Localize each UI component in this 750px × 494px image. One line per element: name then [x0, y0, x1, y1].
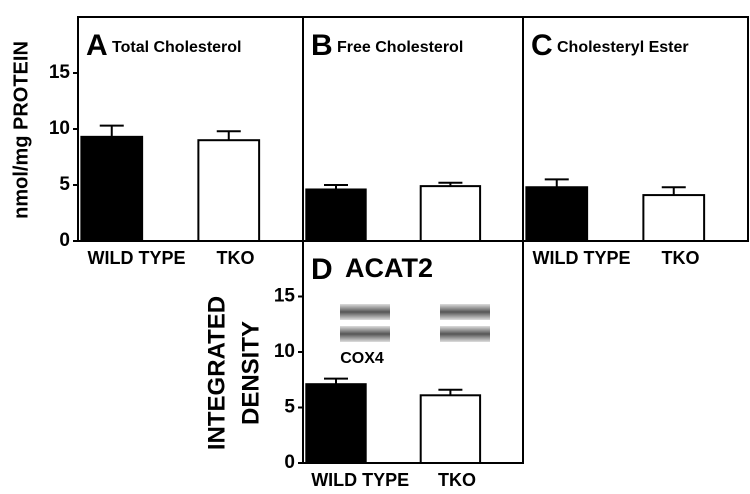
x-tick-label: WILD TYPE — [533, 248, 631, 268]
x-tick-label: TKO — [438, 470, 476, 490]
y-axis-label: DENSITY — [237, 321, 264, 425]
panel-letter: A — [86, 29, 108, 62]
y-tick-label: 10 — [274, 341, 295, 362]
y-tick-label: 15 — [274, 286, 296, 307]
x-tick-label: WILD TYPE — [88, 248, 186, 268]
y-tick-label: 0 — [284, 452, 295, 473]
blot-images — [340, 304, 490, 342]
y-tick-label: 15 — [49, 62, 71, 83]
blot-band — [340, 304, 390, 320]
x-tick-label: TKO — [662, 248, 700, 268]
y-axis-label: nmol/mg PROTEIN — [10, 41, 32, 219]
y-tick-label: 5 — [284, 397, 295, 418]
panel-letter: D — [311, 253, 333, 286]
y-axis-label: INTEGRATED — [203, 296, 230, 450]
bar — [80, 135, 144, 242]
panel-title: ACAT2 — [345, 253, 433, 283]
x-tick-label: TKO — [217, 248, 255, 268]
panel-frame — [522, 16, 749, 242]
bar — [525, 186, 589, 243]
bar — [419, 394, 482, 465]
panel-title: Cholesteryl Ester — [557, 39, 689, 56]
blot-band — [340, 326, 390, 342]
blot-band — [440, 326, 490, 342]
bar — [305, 383, 367, 464]
panel-title: Free Cholesterol — [337, 39, 463, 56]
panel-letter: B — [311, 29, 333, 62]
y-tick-label: 10 — [49, 118, 70, 139]
bar — [642, 194, 706, 242]
panel-letter: C — [531, 29, 553, 62]
blot-band — [440, 304, 490, 320]
x-tick-label: WILD TYPE — [311, 470, 409, 490]
annotation: COX4 — [340, 350, 384, 367]
bar — [305, 188, 367, 242]
bar — [419, 185, 482, 242]
y-tick-label: 5 — [59, 174, 70, 195]
bar — [197, 139, 261, 242]
y-tick-label: 0 — [59, 230, 70, 251]
panel-title: Total Cholesterol — [112, 39, 242, 56]
